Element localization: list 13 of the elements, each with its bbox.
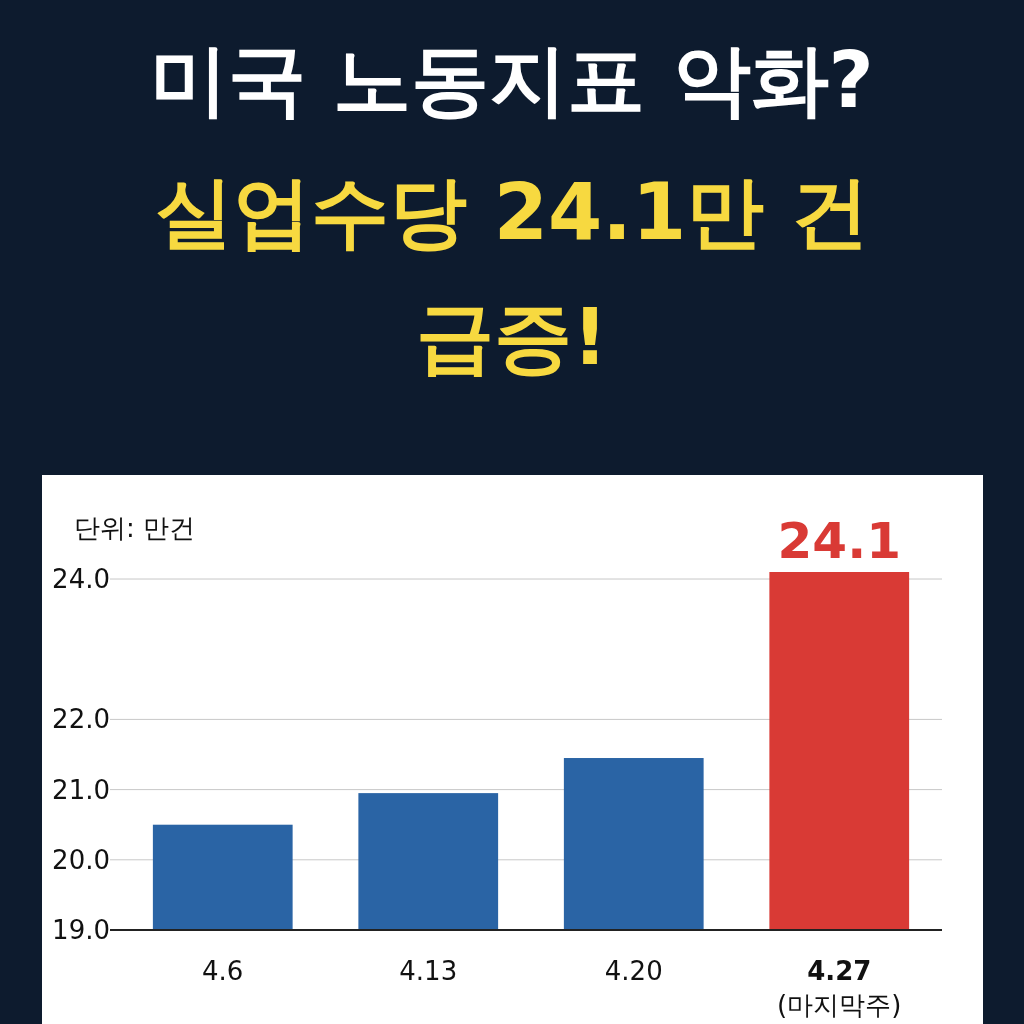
x-tick-label: 4.6 bbox=[202, 956, 244, 986]
y-tick-label: 19.0 bbox=[52, 915, 110, 945]
y-tick-label: 22.0 bbox=[52, 704, 110, 735]
x-tick-label: 4.27 (마지막주) bbox=[777, 956, 902, 1020]
chart-title: 미국 노동지표 악화? bbox=[149, 34, 875, 127]
data-label: 24.1 bbox=[777, 512, 901, 570]
text: 단위: 만건 bbox=[74, 513, 196, 543]
x-tick-label: 4.20 bbox=[604, 956, 663, 986]
chart-subtitle: 실업수당 24.1만 건 급증! bbox=[153, 166, 871, 384]
y-tick-label: 20.0 bbox=[52, 844, 110, 875]
y-tick-label: 21.0 bbox=[52, 774, 110, 805]
x-tick-label: 4.13 bbox=[399, 956, 458, 986]
y-tick-label: 24.0 bbox=[52, 564, 110, 595]
